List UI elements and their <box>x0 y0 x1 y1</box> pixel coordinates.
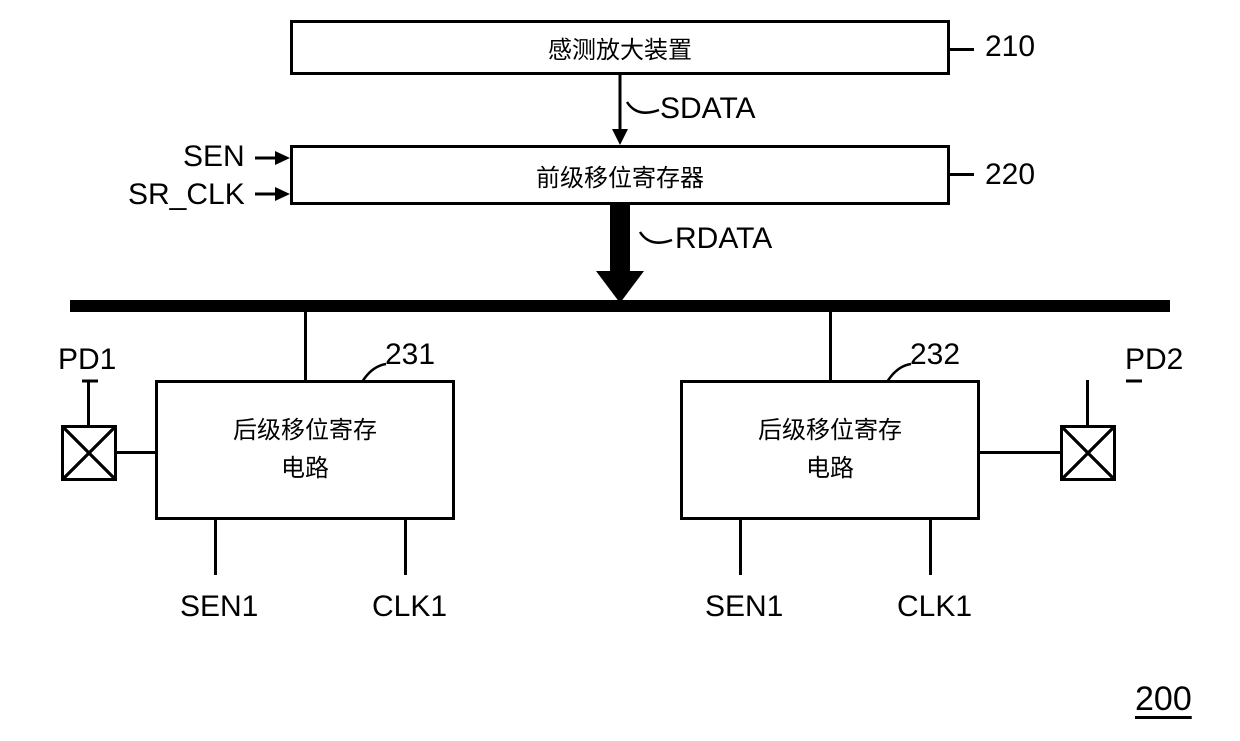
post-shift-reg-2-line1: 后级移位寄存 <box>758 412 902 450</box>
data-bus <box>70 300 1170 312</box>
label-clk1-b: CLK1 <box>897 590 972 624</box>
pad-pd1 <box>61 425 117 481</box>
label-pd1: PD1 <box>58 343 116 377</box>
label-rdata: RDATA <box>675 222 772 256</box>
post-shift-reg-1-line1: 后级移位寄存 <box>233 412 377 450</box>
sen1-b-line <box>739 520 742 575</box>
label-sen: SEN <box>183 140 245 174</box>
clk1-a-line <box>404 520 407 575</box>
label-pd2: PD2 <box>1125 343 1183 377</box>
label-sdata: SDATA <box>660 92 756 126</box>
arrow-sen <box>255 148 293 168</box>
pre-shift-reg-label: 前级移位寄存器 <box>536 158 704 193</box>
clk1-b-line <box>929 520 932 575</box>
figure-ref: 200 <box>1135 680 1192 719</box>
pad2-line <box>980 451 1060 454</box>
pd1-hook <box>82 378 98 384</box>
label-clk1-a: CLK1 <box>372 590 447 624</box>
leader-sdata <box>625 100 665 120</box>
label-sen1-a: SEN1 <box>180 590 258 624</box>
sense-amp-label: 感测放大装置 <box>548 30 692 65</box>
ref-210: 210 <box>985 30 1035 64</box>
ref-232: 232 <box>910 338 960 372</box>
bus-drop-1 <box>304 312 307 380</box>
pre-shift-reg-block: 前级移位寄存器 <box>290 145 950 205</box>
pd2-lead <box>1086 380 1089 425</box>
arrow-srclk <box>255 184 293 204</box>
sense-amp-block: 感测放大装置 <box>290 20 950 75</box>
ref-tick-210 <box>950 48 974 51</box>
ref-tick-220 <box>950 173 974 176</box>
pd1-lead <box>87 380 90 425</box>
post-shift-reg-1-block: 后级移位寄存 电路 <box>155 380 455 520</box>
ref-231: 231 <box>385 338 435 372</box>
pad-pd2 <box>1060 425 1116 481</box>
block-diagram: 感测放大装置 210 SDATA 前级移位寄存器 220 SEN SR_CLK … <box>0 0 1240 741</box>
ref-220: 220 <box>985 158 1035 192</box>
leader-rdata <box>638 230 678 250</box>
post-shift-reg-2-line2: 电路 <box>806 450 854 488</box>
label-srclk: SR_CLK <box>128 178 245 212</box>
pad1-line <box>117 451 155 454</box>
sen1-a-line <box>214 520 217 575</box>
label-sen1-b: SEN1 <box>705 590 783 624</box>
post-shift-reg-1-line2: 电路 <box>281 450 329 488</box>
post-shift-reg-2-block: 后级移位寄存 电路 <box>680 380 980 520</box>
arrow-rdata <box>590 205 650 305</box>
pd2-hook <box>1126 378 1142 384</box>
bus-drop-2 <box>829 312 832 380</box>
